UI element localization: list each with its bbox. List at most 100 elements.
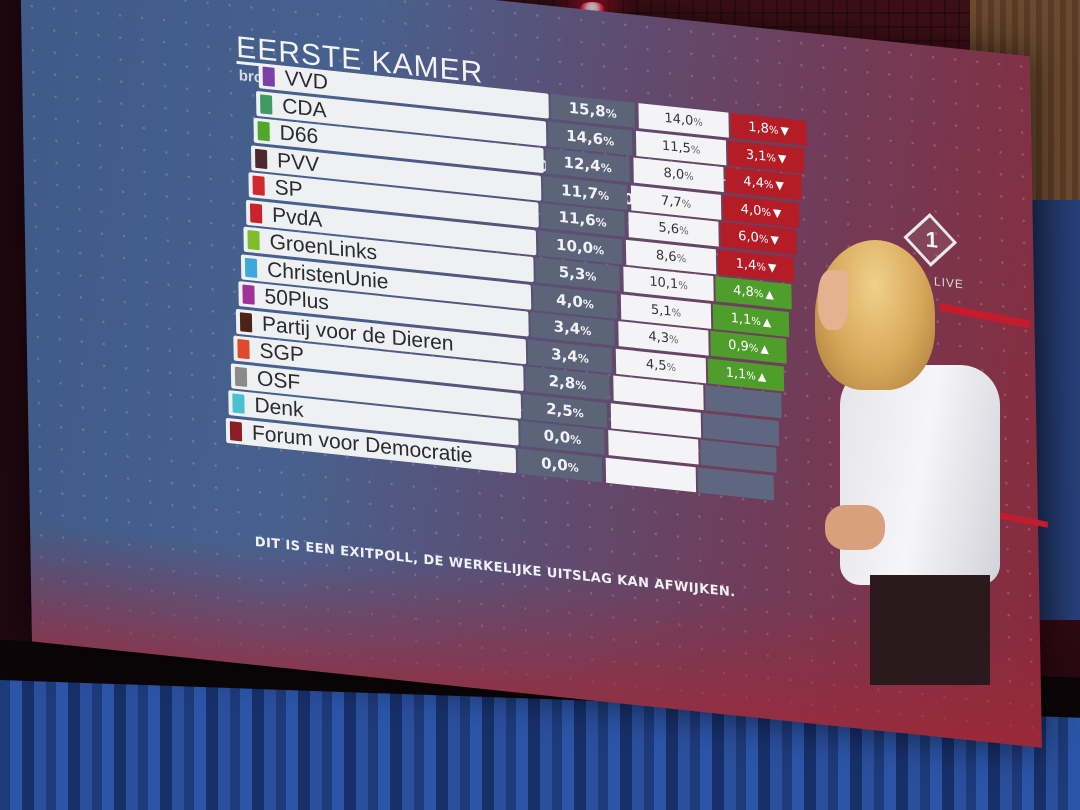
percent-sign: % [597, 188, 610, 203]
percent-sign: % [585, 269, 597, 284]
triangle-down-icon: ▼ [777, 151, 787, 166]
party-color-swatch [244, 257, 258, 278]
percent-sign: % [575, 378, 587, 393]
percent-sign: % [605, 106, 617, 121]
change-number: 3,1 [745, 146, 767, 165]
change-number: 1,8 [748, 119, 770, 137]
party-name: 50Plus [264, 284, 329, 315]
value-2019-number: 8,0 [663, 165, 685, 183]
percent-sign: % [758, 233, 769, 246]
value-2019-number: 5,1 [650, 301, 672, 320]
value-2019-number: 11,5 [661, 138, 691, 157]
triangle-down-icon: ▼ [770, 233, 780, 247]
party-name: PvdA [271, 203, 323, 232]
percent-sign: % [666, 361, 677, 374]
percent-sign: % [671, 307, 682, 320]
percent-sign: % [567, 460, 579, 475]
percent-sign: % [676, 252, 687, 265]
party-name: Denk [254, 393, 304, 422]
party-color-swatch [237, 338, 250, 360]
change-number: 1,4 [735, 255, 757, 274]
percent-sign: % [761, 206, 772, 219]
party-name: SGP [259, 339, 305, 367]
party-color-swatch [247, 229, 260, 251]
party-name: PVV [276, 148, 320, 177]
change-cell [697, 466, 775, 501]
percent-sign: % [693, 116, 703, 129]
percent-sign: % [766, 152, 777, 165]
percent-sign: % [751, 315, 761, 328]
party-color-swatch [254, 148, 268, 169]
triangle-up-icon: ▲ [765, 287, 774, 302]
value-2015-number: 2,5 [545, 398, 573, 420]
percent-sign: % [592, 242, 605, 258]
value-2015-number: 2,8 [548, 371, 576, 393]
percent-sign: % [572, 405, 584, 420]
exitpoll-disclaimer: DIT IS EEN EXITPOLL, DE WERKELIJKE UITSL… [254, 534, 736, 601]
percent-sign: % [679, 225, 689, 238]
value-2019-number: 10,1 [649, 274, 679, 293]
party-color-swatch [252, 175, 265, 196]
triangle-up-icon: ▲ [760, 342, 769, 356]
triangle-down-icon: ▼ [772, 205, 782, 220]
party-color-swatch [260, 93, 273, 115]
value-2019-number: 7,7 [660, 193, 682, 211]
triangle-down-icon: ▼ [775, 178, 785, 193]
percent-sign: % [681, 198, 692, 211]
triangle-down-icon: ▼ [767, 260, 777, 275]
percent-sign: % [678, 280, 688, 293]
party-name: CDA [281, 94, 327, 122]
change-number: 6,0 [738, 228, 760, 246]
party-name: VVD [284, 66, 329, 95]
percent-sign: % [748, 342, 759, 355]
percent-sign: % [603, 133, 615, 149]
percent-sign: % [582, 296, 594, 312]
value-2019-number: 8,6 [655, 247, 677, 265]
change-number: 4,4 [743, 174, 765, 192]
value-2015-number: 14,6 [565, 126, 604, 148]
party-name: D66 [279, 121, 319, 149]
value-2015-number: 3,4 [551, 344, 578, 366]
percent-sign: % [668, 334, 679, 347]
percent-sign: % [753, 288, 764, 301]
party-color-swatch [232, 393, 245, 414]
party-name: SP [274, 175, 303, 202]
value-2019-number: 4,5 [645, 356, 667, 374]
value-2015-number: 10,0 [555, 234, 594, 257]
percent-sign: % [746, 370, 756, 383]
percent-sign: % [756, 261, 767, 274]
value-2015-number: 11,7 [560, 180, 599, 203]
party-color-swatch [249, 202, 263, 224]
percent-sign: % [570, 433, 582, 448]
value-2015-number: 15,8 [568, 98, 606, 121]
change-number: 1,1 [730, 310, 752, 328]
value-2015-number: 3,4 [553, 317, 581, 339]
triangle-down-icon: ▼ [780, 124, 790, 139]
party-color-swatch [257, 121, 270, 142]
percent-sign: % [684, 170, 694, 183]
percent-sign: % [600, 161, 612, 176]
value-2015-number: 0,0 [540, 453, 568, 475]
percent-sign: % [763, 179, 774, 192]
presenter-face [818, 270, 848, 330]
results-graphic: EERSTE KAMER bron: Ipsos 2015 PROCENTEN … [206, 28, 836, 694]
value-2019-number: 5,6 [658, 220, 680, 238]
party-color-swatch [234, 366, 248, 387]
party-color-swatch [229, 420, 243, 441]
change-number: 4,8 [733, 283, 754, 301]
change-number: 1,1 [725, 364, 747, 383]
value-2019-number: 4,3 [648, 329, 670, 347]
triangle-up-icon: ▲ [762, 314, 772, 329]
party-color-swatch [239, 311, 253, 333]
value-2015-number: 5,3 [558, 262, 586, 284]
percent-sign: % [580, 324, 592, 339]
presenter-blouse [840, 365, 1000, 585]
value-2015-number: 12,4 [563, 153, 601, 176]
value-2015-number: 0,0 [543, 426, 571, 448]
party-name: OSF [256, 366, 301, 395]
percent-sign: % [577, 351, 589, 366]
percent-sign: % [768, 124, 779, 137]
value-2015-number: 11,6 [558, 207, 596, 230]
percent-sign: % [595, 215, 607, 230]
change-number: 4,0 [740, 201, 762, 219]
